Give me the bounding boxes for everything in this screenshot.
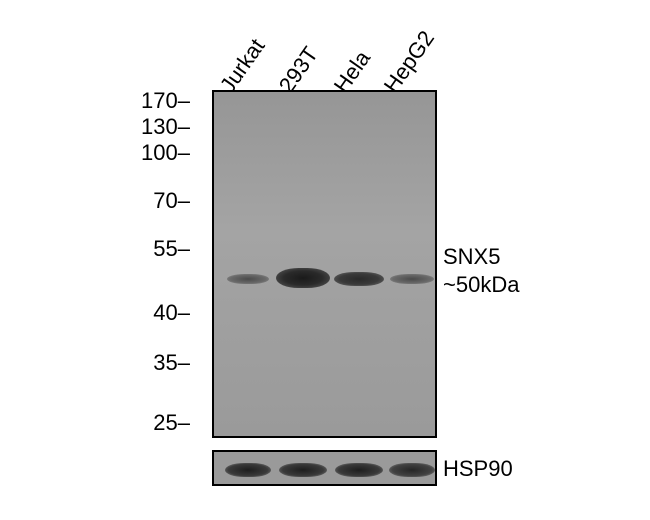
control-band	[225, 463, 271, 477]
ladder-label: 170–	[141, 88, 190, 114]
western-blot-figure: Jurkat 293T Hela HepG2 170– 130– 100– 70…	[0, 0, 650, 520]
control-band	[279, 463, 327, 477]
control-band	[335, 463, 383, 477]
ladder-label: 70–	[153, 188, 190, 214]
control-name-label: HSP90	[443, 456, 513, 482]
protein-name-label: SNX5	[443, 244, 500, 270]
band	[334, 272, 384, 286]
lane-label: Jurkat	[215, 34, 271, 98]
band	[276, 268, 330, 288]
main-blot-membrane	[212, 90, 437, 438]
ladder-label: 100–	[141, 140, 190, 166]
control-band	[389, 463, 435, 477]
ladder-label: 130–	[141, 114, 190, 140]
band	[227, 274, 269, 284]
ladder-label: 25–	[153, 410, 190, 436]
band-size-label: ~50kDa	[443, 272, 519, 298]
ladder-label: 35–	[153, 350, 190, 376]
lane-label: HepG2	[379, 26, 440, 98]
ladder-label: 55–	[153, 236, 190, 262]
ladder-label: 40–	[153, 300, 190, 326]
band	[390, 274, 434, 284]
control-blot-membrane	[212, 450, 437, 486]
